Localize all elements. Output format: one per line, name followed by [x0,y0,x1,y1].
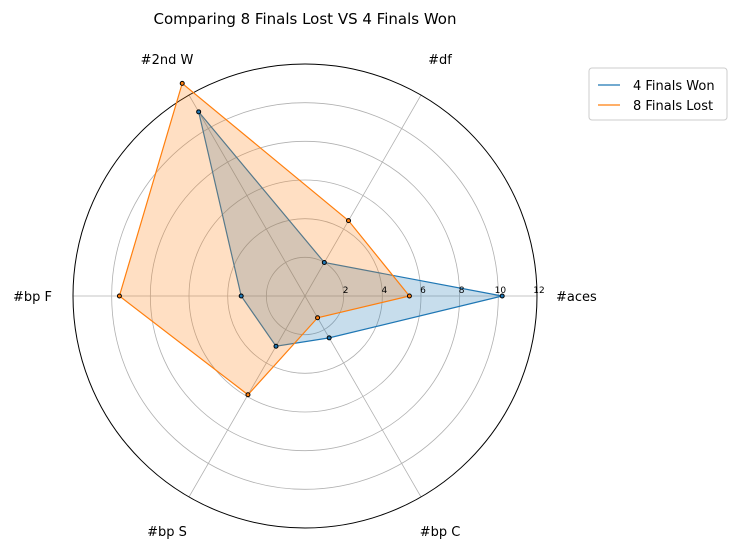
category-label-1: #df [428,53,452,68]
r-tick-label-4: 4 [381,286,387,296]
category-label-3: #bp F [13,290,52,305]
series-0-point-2 [196,109,202,115]
legend: 4 Finals Won 8 Finals Lost [588,67,728,121]
series-0-point-4 [273,343,279,349]
series-0-point-1 [321,260,327,266]
r-tick-label-2: 2 [343,286,349,296]
series-fill-0 [198,111,503,347]
grid-ring-10 [111,102,499,490]
category-label-4: #bp S [147,525,187,540]
chart-title: Comparing 8 Finals Lost VS 4 Finals Won [154,10,457,28]
grid-ring-4 [227,218,383,374]
legend-label-won: 4 Finals Won [633,79,715,94]
series-1-point-2 [179,80,185,86]
category-label-0: #aces [556,290,597,305]
outer-ring [72,63,538,529]
legend-label-lost: 8 Finals Lost [633,99,713,114]
series-1-point-4 [245,392,251,398]
r-tick-label-8: 8 [459,286,465,296]
r-tick-label-6: 6 [420,286,426,296]
series-0-point-0 [499,293,505,299]
grid-ring-8 [149,140,461,452]
grid-ring-6 [188,179,422,413]
series-fill-1 [119,83,410,395]
series-0-point-3 [238,293,244,299]
category-label-5: #bp C [420,525,461,540]
r-tick-label-12: 12 [533,286,544,296]
legend-box [588,67,728,121]
series-1-point-5 [315,315,321,321]
series-1-point-1 [346,218,351,224]
series-1-point-0 [406,293,412,299]
label-layer: 2 4 6 8 10 12 #aces #df #2nd W #bp F #bp S #bp C [13,53,597,540]
series-layer [116,80,505,398]
series-1-point-3 [116,293,122,299]
category-label-2: #2nd W [141,53,194,68]
grid-layer [72,63,538,529]
r-tick-label-10: 10 [495,286,507,296]
series-0-point-5 [326,335,332,341]
grid-ring-2 [265,256,345,336]
